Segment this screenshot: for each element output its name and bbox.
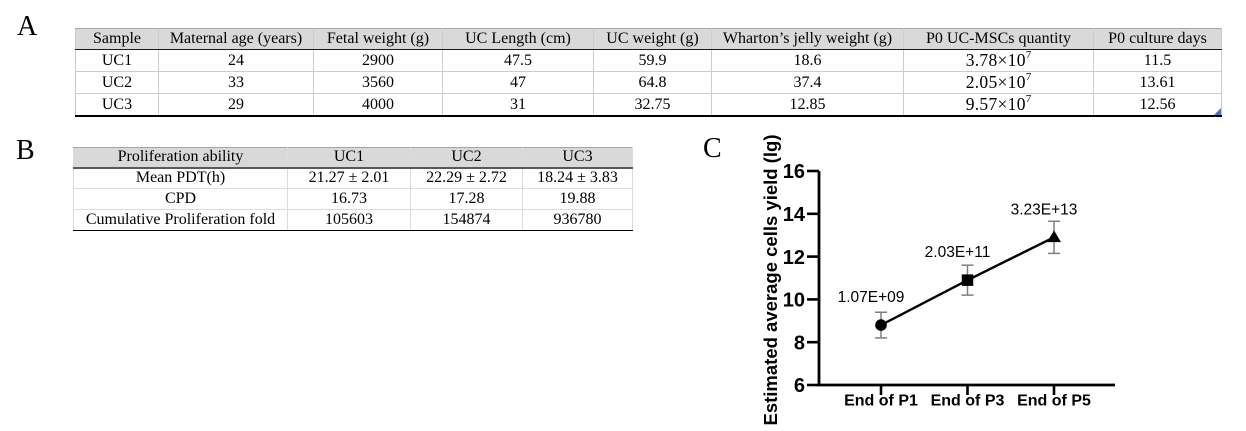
- table-b-header-uc1: UC1: [287, 147, 411, 169]
- table-a-header-fetal-weight: Fetal weight (g): [313, 28, 443, 50]
- cell-row-label: Cumulative Proliferation fold: [73, 209, 288, 231]
- y-tick-label: 8: [794, 332, 805, 354]
- exponent: 7: [1025, 92, 1032, 105]
- cell-maternal-age: 33: [158, 71, 314, 94]
- proliferation-ability-table: Proliferation ability UC1 UC2 UC3 Mean P…: [73, 147, 633, 231]
- cell-row-label: CPD: [73, 188, 288, 210]
- y-tick-label: 12: [783, 247, 805, 269]
- cell-fetal-weight: 3560: [313, 71, 443, 94]
- x-tick-label: End of P3: [931, 393, 1005, 410]
- cell-wharton: 12.85: [711, 93, 904, 117]
- data-point-square: [961, 274, 974, 286]
- cell-uc2: 154874: [410, 209, 523, 231]
- x-tick-label: End of P5: [1017, 393, 1091, 410]
- data-point-label: 2.03E+11: [925, 244, 991, 261]
- table-b-header-label: Proliferation ability: [73, 147, 288, 169]
- data-point-triangle: [1047, 230, 1061, 243]
- cell-p0-days: 12.56: [1093, 93, 1222, 117]
- table-a-header-maternal-age: Maternal age (years): [158, 28, 314, 50]
- cell-uc-length: 47: [442, 71, 594, 94]
- cells-yield-chart: 6 8 10 12 14 16 End of P1 End of P3 End of P5 Est…: [760, 135, 1115, 426]
- cell-uc-weight: 59.9: [593, 49, 712, 72]
- cell-wharton: 18.6: [711, 49, 904, 72]
- cell-sample: UC1: [75, 49, 159, 72]
- cell-uc2: 22.29 ± 2.72: [410, 167, 523, 189]
- x-tick-label: End of P1: [844, 393, 918, 410]
- table-a-row-uc3: UC3 29 4000 31 32.75 12.85 9.57×107 12.5…: [75, 92, 1222, 117]
- y-tick-label: 16: [783, 161, 805, 183]
- cell-uc3: 936780: [522, 209, 633, 231]
- exponent: 7: [1025, 70, 1032, 83]
- data-point-circle: [875, 319, 887, 331]
- table-a-header-uc-weight: UC weight (g): [593, 28, 712, 50]
- cell-uc3: 19.88: [522, 188, 633, 210]
- cell-uc-weight: 64.8: [593, 71, 712, 94]
- cell-wharton: 37.4: [711, 71, 904, 94]
- table-a-header-p0-quantity: P0 UC-MSCs quantity: [903, 28, 1094, 50]
- panel-label-a: A: [17, 11, 38, 42]
- table-a-row-uc1: UC1 24 2900 47.5 59.9 18.6 3.78×107 11.5: [75, 48, 1222, 72]
- cell-p0-quantity: 3.78×107: [903, 48, 1094, 72]
- table-b-header-row: Proliferation ability UC1 UC2 UC3: [73, 147, 633, 169]
- table-a-header-p0-days: P0 culture days: [1093, 28, 1222, 50]
- cell-uc1: 21.27 ± 2.01: [287, 167, 411, 189]
- cell-maternal-age: 29: [158, 93, 314, 117]
- data-point-label: 1.07E+09: [838, 289, 905, 306]
- cell-uc-length: 47.5: [442, 49, 594, 72]
- table-b-row-pdt: Mean PDT(h) 21.27 ± 2.01 22.29 ± 2.72 18…: [73, 167, 633, 189]
- y-tick-label: 14: [783, 204, 806, 226]
- table-b-header-uc3: UC3: [522, 147, 633, 169]
- cell-row-label: Mean PDT(h): [73, 167, 288, 189]
- cell-uc2: 17.28: [410, 188, 523, 210]
- cell-p0-quantity: 2.05×107: [903, 70, 1094, 94]
- table-b-row-cpd: CPD 16.73 17.28 19.88: [73, 188, 633, 210]
- cell-uc-weight: 32.75: [593, 93, 712, 117]
- cell-maternal-age: 24: [158, 49, 314, 72]
- panel-label-b: B: [16, 135, 35, 166]
- cell-p0-days: 13.61: [1093, 71, 1222, 94]
- cell-uc1: 16.73: [287, 188, 411, 210]
- data-point-label: 3.23E+13: [1011, 201, 1078, 218]
- table-a-row-uc2: UC2 33 3560 47 64.8 37.4 2.05×107 13.61: [75, 70, 1222, 94]
- cell-uc3: 18.24 ± 3.83: [522, 167, 633, 189]
- table-a-header-row: Sample Maternal age (years) Fetal weight…: [75, 28, 1222, 50]
- table-a-header-sample: Sample: [75, 28, 159, 50]
- panel-label-c: C: [703, 133, 722, 164]
- cell-sample: UC2: [75, 71, 159, 94]
- cell-sample: UC3: [75, 93, 159, 117]
- y-axis-title: Estimated average cells yield (lg): [760, 135, 781, 426]
- table-b-header-uc2: UC2: [410, 147, 523, 169]
- y-tick-label: 6: [794, 375, 805, 397]
- y-tick-label: 10: [783, 290, 805, 312]
- cell-fetal-weight: 4000: [313, 93, 443, 117]
- exponent: 7: [1025, 48, 1032, 61]
- sample-characteristics-table: Sample Maternal age (years) Fetal weight…: [75, 28, 1222, 117]
- table-resize-handle-icon: [1214, 108, 1221, 115]
- cell-uc1: 105603: [287, 209, 411, 231]
- cell-fetal-weight: 2900: [313, 49, 443, 72]
- cell-p0-quantity: 9.57×107: [903, 92, 1094, 117]
- table-a-header-wharton-jelly: Wharton’s jelly weight (g): [711, 28, 904, 50]
- cell-p0-days: 11.5: [1093, 49, 1222, 72]
- cell-uc-length: 31: [442, 93, 594, 117]
- table-a-header-uc-length: UC Length (cm): [442, 28, 594, 50]
- table-b-row-fold: Cumulative Proliferation fold 105603 154…: [73, 209, 633, 231]
